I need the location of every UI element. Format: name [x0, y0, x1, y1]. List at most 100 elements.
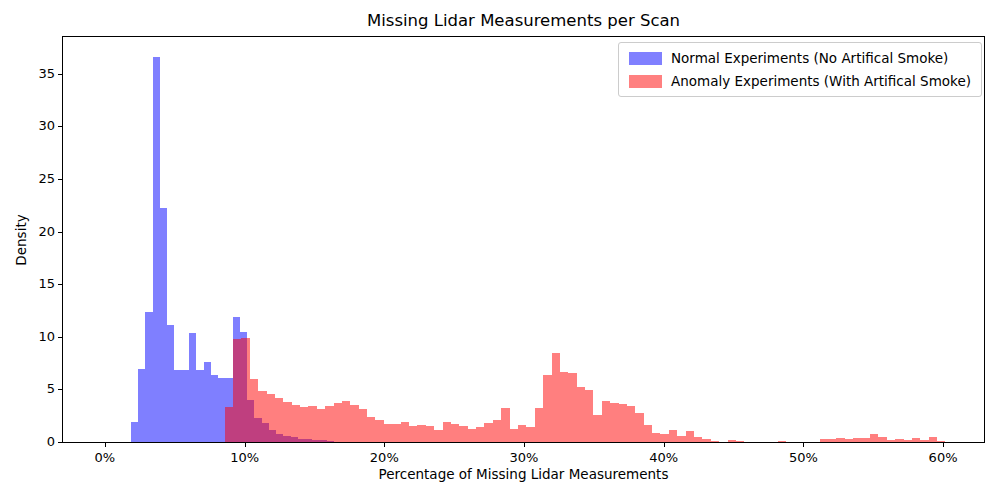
chart-title: Missing Lidar Measurements per Scan: [62, 11, 985, 30]
anomaly-histogram-bar: [912, 438, 920, 442]
anomaly-histogram-bar: [728, 440, 736, 442]
y-tick-mark: [58, 284, 62, 285]
anomaly-histogram-bar: [585, 390, 593, 442]
y-tick-mark: [58, 337, 62, 338]
anomaly-histogram-bar: [300, 407, 308, 442]
normal-histogram-bar: [189, 333, 196, 442]
anomaly-histogram-bar: [878, 437, 886, 442]
normal-histogram-bar: [167, 325, 174, 442]
y-tick-label: 10: [15, 329, 55, 344]
x-tick-mark: [664, 443, 665, 447]
anomaly-histogram-bar: [552, 353, 560, 442]
normal-histogram-bar: [138, 369, 145, 442]
anomaly-histogram-bar: [644, 425, 652, 442]
anomaly-histogram-bar: [384, 424, 392, 442]
y-tick-mark: [58, 389, 62, 390]
anomaly-histogram-bar: [426, 426, 434, 442]
legend-item-anomaly: Anomaly Experiments (With Artifical Smok…: [629, 73, 971, 89]
anomaly-histogram-bar: [417, 425, 425, 442]
anomaly-histogram-bar: [518, 425, 526, 442]
x-tick-mark: [524, 443, 525, 447]
y-tick-mark: [58, 126, 62, 127]
x-tick-label: 60%: [913, 450, 973, 465]
anomaly-histogram-bar: [350, 405, 358, 442]
x-tick-label: 20%: [354, 450, 414, 465]
anomaly-histogram-bar: [904, 440, 912, 442]
anomaly-histogram-bar: [434, 430, 442, 442]
anomaly-histogram-bar: [493, 420, 501, 442]
anomaly-histogram-bar: [283, 402, 291, 442]
anomaly-histogram-bar: [375, 420, 383, 442]
x-axis-label: Percentage of Missing Lidar Measurements: [62, 466, 985, 482]
anomaly-histogram-bar: [459, 426, 467, 442]
anomaly-histogram-bar: [887, 440, 895, 442]
anomaly-histogram-bar: [275, 398, 283, 442]
x-tick-mark: [105, 443, 106, 447]
x-tick-mark: [803, 443, 804, 447]
x-tick-mark: [245, 443, 246, 447]
legend: Normal Experiments (No Artifical Smoke) …: [618, 42, 982, 97]
anomaly-histogram-bar: [602, 401, 610, 442]
anomaly-histogram-bar: [677, 436, 685, 442]
y-tick-label: 35: [15, 66, 55, 81]
anomaly-histogram-bar: [686, 431, 694, 442]
plot-area: Normal Experiments (No Artifical Smoke) …: [62, 36, 985, 443]
anomaly-histogram-bar: [652, 433, 660, 442]
anomaly-histogram-bar: [711, 441, 719, 442]
x-tick-label: 10%: [215, 450, 275, 465]
anomaly-histogram-bar: [870, 434, 878, 442]
x-tick-label: 40%: [634, 450, 694, 465]
normal-histogram-bar: [182, 370, 189, 442]
anomaly-histogram-bar: [468, 429, 476, 442]
anomaly-histogram-bar: [233, 339, 241, 442]
anomaly-histogram-bar: [635, 413, 643, 442]
anomaly-histogram-bar: [250, 379, 258, 442]
anomaly-histogram-bar: [292, 405, 300, 442]
anomaly-histogram-bar: [267, 394, 275, 442]
x-tick-label: 0%: [75, 450, 135, 465]
anomaly-series-swatch: [629, 75, 662, 88]
anomaly-histogram-bar: [853, 438, 861, 442]
anomaly-histogram-bar: [443, 422, 451, 442]
anomaly-histogram-bar: [526, 427, 534, 442]
anomaly-histogram-bar: [845, 439, 853, 442]
histogram-figure: Missing Lidar Measurements per Scan Dens…: [0, 0, 1000, 500]
anomaly-histogram-bar: [510, 429, 518, 442]
anomaly-histogram-bar: [451, 424, 459, 442]
anomaly-histogram-bar: [920, 440, 928, 442]
x-tick-label: 30%: [494, 450, 554, 465]
anomaly-histogram-bar: [359, 409, 367, 442]
anomaly-histogram-bar: [241, 338, 249, 442]
anomaly-histogram-bar: [593, 415, 601, 442]
anomaly-histogram-bar: [317, 409, 325, 442]
anomaly-histogram-bar: [820, 439, 828, 442]
anomaly-histogram-bar: [862, 438, 870, 442]
anomaly-histogram-bar: [476, 427, 484, 442]
x-tick-label: 50%: [773, 450, 833, 465]
anomaly-histogram-bar: [334, 403, 342, 442]
normal-series-swatch: [629, 52, 662, 65]
anomaly-histogram-bar: [258, 391, 266, 442]
anomaly-histogram-bar: [342, 401, 350, 442]
anomaly-histogram-bar: [778, 441, 786, 442]
anomaly-histogram-bar: [610, 403, 618, 442]
normal-histogram-bar: [153, 57, 160, 442]
y-tick-label: 15: [15, 276, 55, 291]
y-axis-label: Density: [13, 214, 29, 265]
anomaly-histogram-bar: [702, 439, 710, 442]
y-tick-label: 5: [15, 381, 55, 396]
anomaly-histogram-bar: [484, 423, 492, 442]
anomaly-histogram-bar: [308, 406, 316, 442]
anomaly-histogram-bar: [929, 437, 937, 442]
legend-label-anomaly: Anomaly Experiments (With Artifical Smok…: [671, 73, 971, 89]
normal-histogram-bar: [211, 375, 218, 442]
x-tick-mark: [384, 443, 385, 447]
anomaly-histogram-bar: [577, 387, 585, 442]
y-tick-mark: [58, 232, 62, 233]
legend-item-normal: Normal Experiments (No Artifical Smoke): [629, 50, 971, 66]
anomaly-histogram-bar: [694, 437, 702, 442]
anomaly-histogram-bar: [535, 408, 543, 442]
anomaly-histogram-bar: [409, 426, 417, 442]
y-tick-label: 20: [15, 224, 55, 239]
anomaly-histogram-bar: [627, 406, 635, 442]
